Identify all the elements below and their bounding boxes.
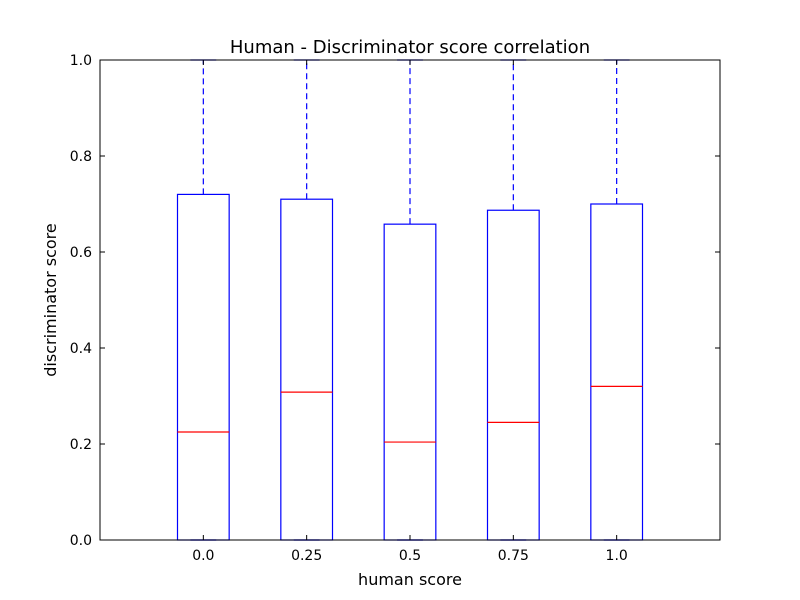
y-tick-label: 0.0: [70, 533, 92, 549]
y-tick-label: 0.2: [70, 437, 92, 453]
chart-title: Human - Discriminator score correlation: [230, 37, 590, 58]
x-tick-label: 0.5: [399, 548, 421, 564]
x-tick-label: 0.25: [291, 548, 322, 564]
x-tick-label: 0.0: [192, 548, 214, 564]
y-tick-label: 1.0: [70, 53, 92, 69]
x-axis-label: human score: [358, 570, 462, 589]
x-tick-label: 1.0: [606, 548, 628, 564]
y-tick-label: 0.6: [70, 245, 92, 261]
y-tick-label: 0.8: [70, 149, 92, 165]
y-tick-label: 0.4: [70, 341, 92, 357]
x-tick-label: 0.75: [498, 548, 529, 564]
y-axis-ticks: 0.0 0.2 0.4 0.6 0.8 1.0: [70, 53, 720, 549]
y-axis-label: discriminator score: [41, 223, 60, 376]
x-axis-ticks: 0.0 0.25 0.5 0.75 1.0: [192, 60, 628, 564]
